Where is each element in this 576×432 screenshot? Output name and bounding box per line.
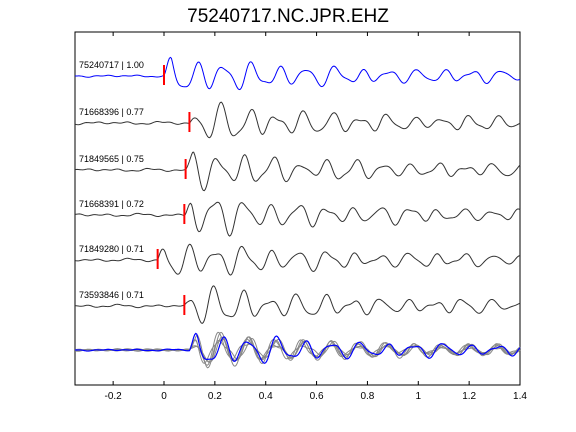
trace-label: 71849280 | 0.71	[79, 244, 144, 254]
stacked-trace	[74, 331, 521, 363]
x-tick-label: 1	[416, 391, 422, 402]
waveform-trace	[74, 101, 521, 139]
x-tick-label: 0.2	[208, 391, 222, 402]
x-tick-label: 0	[161, 391, 167, 402]
trace-label: 75240717 | 1.00	[79, 60, 144, 70]
stacked-trace	[74, 334, 521, 369]
plot-area-frame	[74, 31, 521, 386]
trace-label: 71668391 | 0.72	[79, 199, 144, 209]
chart-title: 75240717.NC.JPR.EHZ	[187, 6, 389, 27]
x-tick-label: 1.4	[513, 391, 527, 402]
x-tick-label: 0.4	[259, 391, 273, 402]
waveform-trace	[74, 151, 521, 192]
x-tick-label: 1.2	[462, 391, 476, 402]
x-tick-label: 0.8	[360, 391, 374, 402]
x-tick-label: -0.2	[105, 391, 123, 402]
trace-label: 71849565 | 0.75	[79, 154, 144, 164]
waveform-trace	[74, 56, 521, 91]
x-tick-label: 0.6	[310, 391, 324, 402]
trace-label: 71668396 | 0.77	[79, 107, 144, 117]
trace-label: 73593846 | 0.71	[79, 290, 144, 300]
waveform-trace	[74, 201, 521, 237]
stacked-reference-trace	[74, 332, 521, 364]
waveform-trace	[74, 285, 521, 324]
waveform-trace	[74, 243, 521, 276]
